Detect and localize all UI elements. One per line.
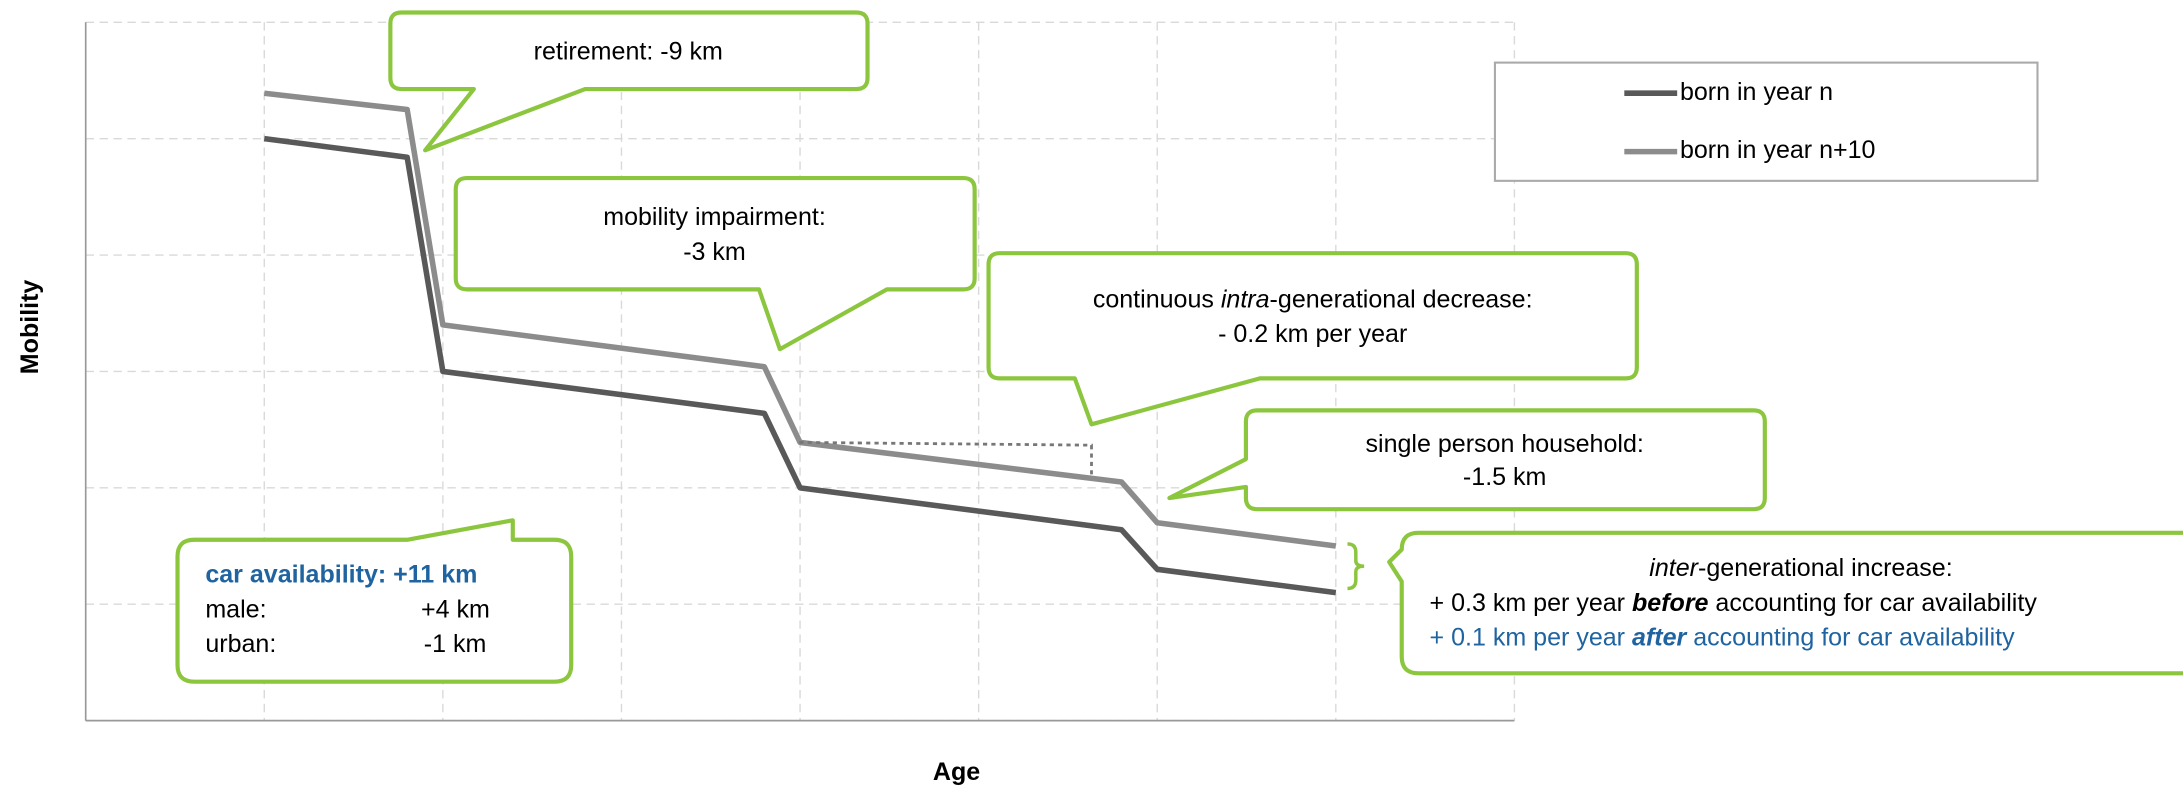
callout-title: car availability: +11 km <box>205 561 477 589</box>
callout-car: car availability: +11 km male: +4 km urb… <box>175 518 574 684</box>
text-part: before <box>1632 588 1709 616</box>
text-part: continuous <box>1093 285 1221 313</box>
bracket <box>1347 542 1365 591</box>
callout-box <box>1387 530 2183 676</box>
x-axis-label: Age <box>933 758 980 786</box>
callout-box <box>986 251 1639 427</box>
callout-text: - 0.2 km per year <box>1218 320 1407 348</box>
text-part: + 0.1 km per year <box>1430 623 1632 651</box>
legend-items: born in year n born in year n+10 <box>1624 78 1875 164</box>
callout-text: -3 km <box>683 238 746 266</box>
callout-text: -1 km <box>424 630 487 658</box>
legend-box <box>1493 61 2039 182</box>
callout-retirement: retirement: -9 km <box>388 10 870 153</box>
callout-household: single person household: -1.5 km <box>1167 408 1767 512</box>
text-part: accounting for car availability <box>1686 623 2015 651</box>
callout-text: male: <box>205 595 266 623</box>
callout-impairment: mobility impairment: -3 km <box>453 175 977 352</box>
text-part: inter <box>1649 554 1699 582</box>
legend-label: born in year n+10 <box>1680 136 1876 164</box>
text-part: -generational increase: <box>1698 554 1953 582</box>
callout-text: retirement: -9 km <box>534 37 723 65</box>
callout-box <box>388 10 870 153</box>
text-part: accounting for car availability <box>1708 588 2037 616</box>
callout-box <box>1167 408 1767 512</box>
callout-intra: continuous intra-generational decrease: … <box>986 251 1639 427</box>
callout-text: + 0.1 km per year after accounting for c… <box>1430 623 2016 651</box>
series-line <box>263 135 1337 596</box>
legend-label: born in year n <box>1680 78 1833 106</box>
series-line <box>263 90 1337 549</box>
callout-inter: inter-generational increase: + 0.3 km pe… <box>1347 530 2183 676</box>
text-part: + 0.3 km per year <box>1430 588 1632 616</box>
callout-text: -1.5 km <box>1463 463 1546 491</box>
callout-text: single person household: <box>1366 430 1644 458</box>
callout-box <box>453 175 977 352</box>
y-axis-label: Mobility <box>16 280 44 375</box>
callout-text: continuous intra-generational decrease: <box>1093 285 1533 313</box>
text-part: intra <box>1221 285 1270 313</box>
callout-box <box>175 518 574 684</box>
text-part: -generational decrease: <box>1270 285 1533 313</box>
text-part: after <box>1632 623 1688 651</box>
callout-text: +4 km <box>421 595 490 623</box>
decrease-guide <box>799 440 1093 478</box>
callout-text: mobility impairment: <box>603 203 826 231</box>
legend: born in year n born in year n+10 <box>1493 61 2039 182</box>
callout-text: urban: <box>205 630 276 658</box>
callout-text: + 0.3 km per year before accounting for … <box>1430 588 2038 616</box>
callout-text: inter-generational increase: <box>1649 554 1952 582</box>
